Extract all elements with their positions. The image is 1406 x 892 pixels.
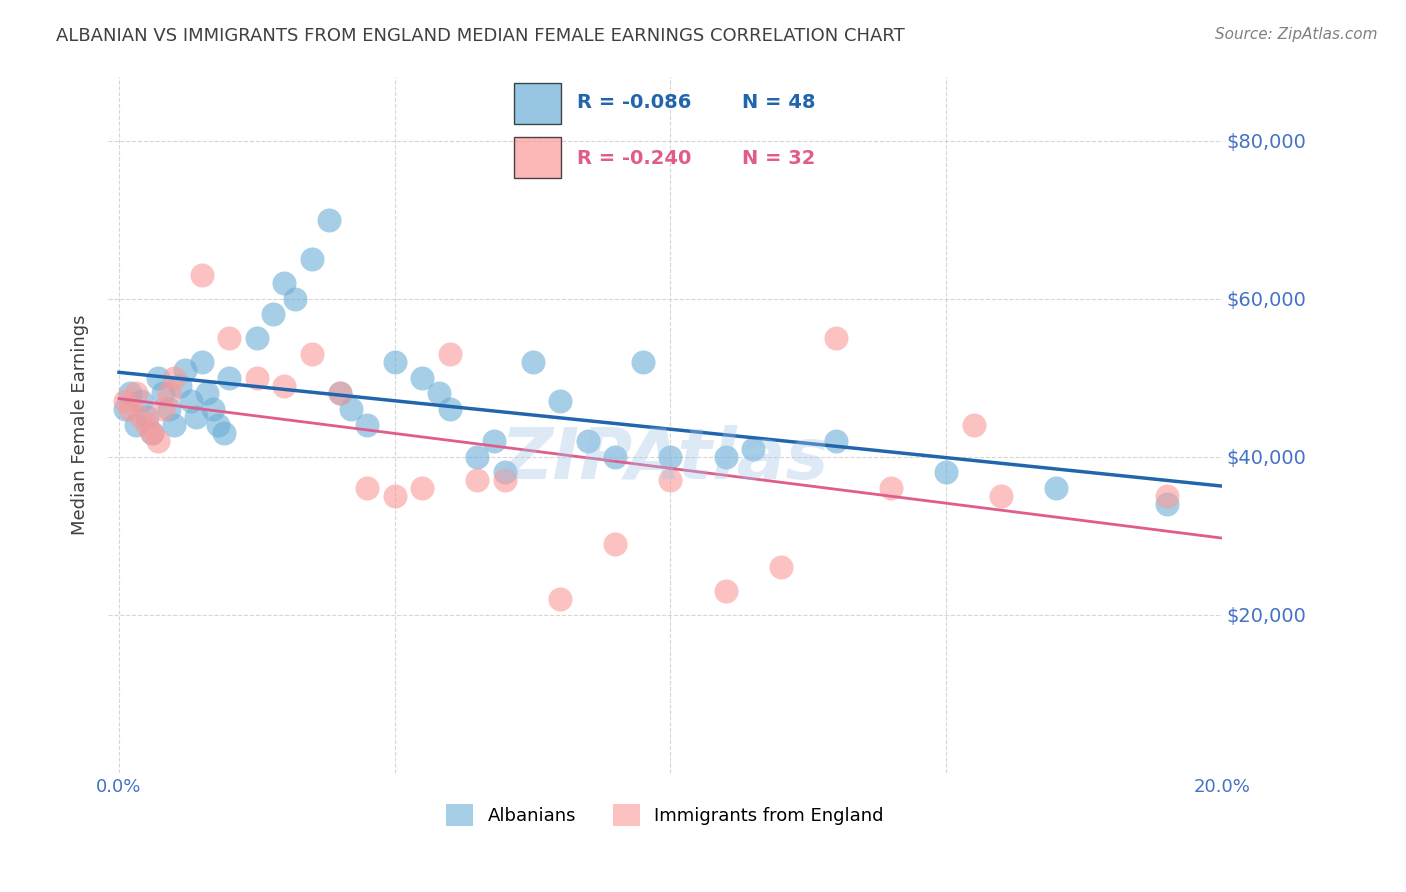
Point	[714, 450, 737, 464]
Point	[963, 418, 986, 433]
Point	[118, 402, 141, 417]
Point	[114, 394, 136, 409]
Point	[659, 450, 682, 464]
Point	[201, 402, 224, 417]
Point	[714, 584, 737, 599]
Point	[129, 394, 152, 409]
Point	[180, 394, 202, 409]
FancyBboxPatch shape	[515, 83, 561, 123]
Point	[1045, 481, 1067, 495]
FancyBboxPatch shape	[515, 137, 561, 178]
Point	[605, 450, 627, 464]
Point	[190, 355, 212, 369]
Point	[135, 418, 157, 433]
Point	[301, 347, 323, 361]
Point	[329, 386, 352, 401]
Point	[114, 402, 136, 417]
Point	[141, 425, 163, 440]
Point	[548, 394, 571, 409]
Point	[482, 434, 505, 448]
Y-axis label: Median Female Earnings: Median Female Earnings	[72, 315, 89, 535]
Point	[124, 386, 146, 401]
Point	[384, 355, 406, 369]
Text: Source: ZipAtlas.com: Source: ZipAtlas.com	[1215, 27, 1378, 42]
Point	[339, 402, 361, 417]
Point	[141, 425, 163, 440]
Point	[284, 292, 307, 306]
Text: R = -0.086: R = -0.086	[576, 93, 692, 112]
Point	[467, 474, 489, 488]
Point	[129, 410, 152, 425]
Point	[411, 370, 433, 384]
Point	[169, 378, 191, 392]
Point	[273, 378, 295, 392]
Point	[190, 268, 212, 282]
Point	[135, 410, 157, 425]
Legend: Albanians, Immigrants from England: Albanians, Immigrants from England	[439, 797, 891, 833]
Point	[880, 481, 903, 495]
Point	[152, 402, 174, 417]
Point	[576, 434, 599, 448]
Point	[163, 370, 186, 384]
Text: N = 48: N = 48	[742, 93, 815, 112]
Point	[356, 418, 378, 433]
Point	[605, 536, 627, 550]
Point	[146, 434, 169, 448]
Point	[659, 474, 682, 488]
Point	[384, 489, 406, 503]
Point	[218, 370, 240, 384]
Point	[152, 386, 174, 401]
Point	[329, 386, 352, 401]
Point	[207, 418, 229, 433]
Point	[163, 418, 186, 433]
Point	[246, 370, 269, 384]
Point	[262, 308, 284, 322]
Point	[118, 386, 141, 401]
Point	[174, 363, 197, 377]
Point	[301, 252, 323, 267]
Point	[195, 386, 218, 401]
Point	[769, 560, 792, 574]
Point	[157, 386, 180, 401]
Point	[218, 331, 240, 345]
Point	[522, 355, 544, 369]
Point	[186, 410, 208, 425]
Point	[124, 418, 146, 433]
Point	[1156, 497, 1178, 511]
Point	[273, 276, 295, 290]
Text: ZIPAtlas: ZIPAtlas	[501, 425, 830, 494]
Point	[990, 489, 1012, 503]
Point	[494, 466, 516, 480]
Text: R = -0.240: R = -0.240	[576, 149, 692, 168]
Text: ALBANIAN VS IMMIGRANTS FROM ENGLAND MEDIAN FEMALE EARNINGS CORRELATION CHART: ALBANIAN VS IMMIGRANTS FROM ENGLAND MEDI…	[56, 27, 905, 45]
Point	[631, 355, 654, 369]
Point	[411, 481, 433, 495]
Point	[825, 331, 848, 345]
Point	[146, 370, 169, 384]
Text: N = 32: N = 32	[742, 149, 815, 168]
Point	[742, 442, 765, 456]
Point	[157, 402, 180, 417]
Point	[825, 434, 848, 448]
Point	[427, 386, 450, 401]
Point	[439, 347, 461, 361]
Point	[318, 212, 340, 227]
Point	[246, 331, 269, 345]
Point	[212, 425, 235, 440]
Point	[467, 450, 489, 464]
Point	[548, 591, 571, 606]
Point	[356, 481, 378, 495]
Point	[935, 466, 957, 480]
Point	[439, 402, 461, 417]
Point	[494, 474, 516, 488]
Point	[1156, 489, 1178, 503]
